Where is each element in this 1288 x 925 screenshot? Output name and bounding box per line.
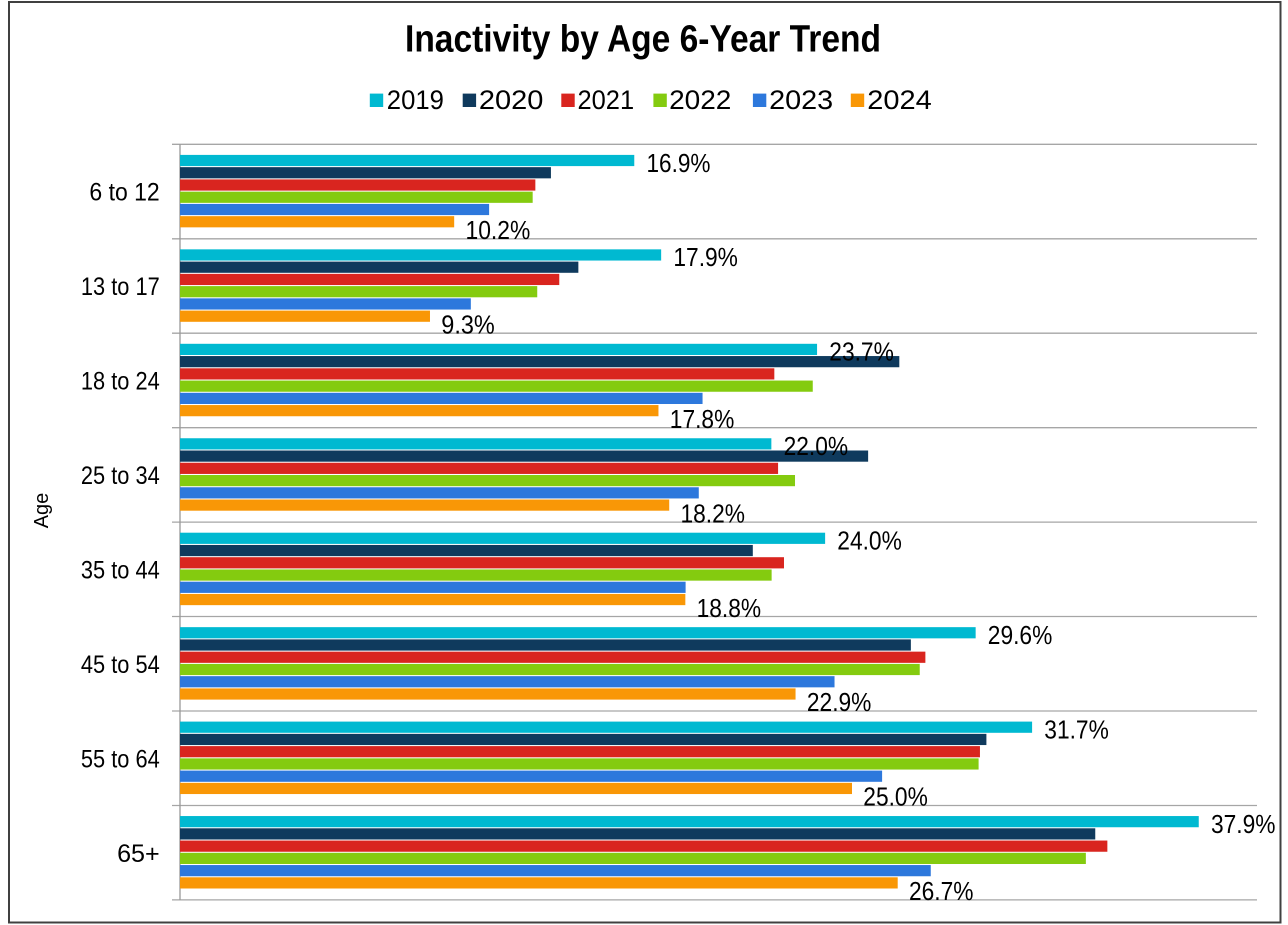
svg-text:2021: 2021 — [578, 85, 635, 115]
svg-text:22.9%: 22.9% — [807, 689, 872, 717]
svg-text:22.0%: 22.0% — [784, 433, 849, 461]
svg-text:23.7%: 23.7% — [829, 339, 894, 367]
svg-text:55 to 64: 55 to 64 — [81, 745, 160, 773]
svg-text:2023: 2023 — [769, 85, 833, 115]
svg-text:16.9%: 16.9% — [647, 150, 711, 178]
svg-text:45 to 54: 45 to 54 — [81, 651, 160, 679]
svg-text:17.8%: 17.8% — [670, 406, 735, 434]
svg-text:6 to 12: 6 to 12 — [89, 179, 159, 207]
svg-text:25 to 34: 25 to 34 — [81, 462, 160, 490]
svg-text:18.2%: 18.2% — [681, 500, 746, 528]
svg-text:31.7%: 31.7% — [1044, 717, 1109, 745]
svg-text:2024: 2024 — [867, 85, 932, 115]
svg-text:29.6%: 29.6% — [988, 622, 1053, 650]
svg-text:65+: 65+ — [117, 840, 160, 868]
svg-text:26.7%: 26.7% — [909, 878, 974, 906]
svg-text:35 to 44: 35 to 44 — [81, 557, 160, 585]
svg-text:2019: 2019 — [387, 85, 444, 115]
svg-text:10.2%: 10.2% — [466, 217, 531, 245]
svg-text:37.9%: 37.9% — [1211, 811, 1276, 839]
svg-text:18.8%: 18.8% — [697, 595, 762, 623]
svg-text:17.9%: 17.9% — [673, 244, 738, 272]
svg-text:Inactivity by Age 6-Year Trend: Inactivity by Age 6-Year Trend — [405, 19, 881, 61]
svg-text:13 to 17: 13 to 17 — [81, 273, 160, 301]
svg-text:2020: 2020 — [479, 85, 544, 115]
svg-text:18 to 24: 18 to 24 — [81, 368, 160, 396]
svg-text:25.0%: 25.0% — [863, 784, 928, 812]
svg-text:24.0%: 24.0% — [837, 528, 902, 556]
svg-text:9.3%: 9.3% — [441, 311, 495, 339]
svg-text:Age: Age — [31, 493, 53, 529]
svg-text:2022: 2022 — [669, 85, 731, 115]
